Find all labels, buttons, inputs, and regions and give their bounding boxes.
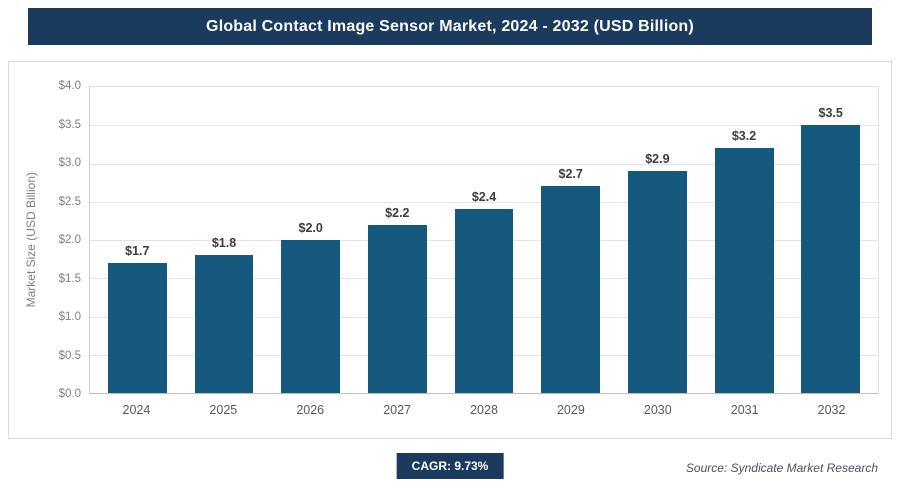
bar-column: $2.2 [354,87,441,393]
bar-column: $2.7 [527,87,614,393]
bar [367,224,427,393]
bar-column: $1.8 [181,87,268,393]
x-tick-label: 2031 [730,403,759,417]
bar-column: $3.5 [787,87,874,393]
y-tick-label: $3.0 [58,157,81,169]
bar [194,255,254,393]
bar-column: $1.7 [94,87,181,393]
x-tick-label: 2030 [643,403,672,417]
y-axis-title: Market Size (USD Billion) [24,172,38,308]
bar [801,125,861,393]
bar-value-label: $3.5 [818,106,843,121]
chart-title-bar: Global Contact Image Sensor Market, 2024… [28,8,872,45]
x-tick-label: 2029 [556,403,585,417]
y-axis-ticks: $0.0 $0.5 $1.0 $1.5 $2.0 $2.5 $3.0 $3.5 $4.0 [43,80,89,400]
bar-value-label: $1.8 [211,236,237,251]
gridline [90,201,878,203]
bar-value-label: $3.2 [731,129,757,144]
gridline [90,125,878,127]
bar-column: $2.0 [267,87,354,393]
x-tick-label: 2028 [470,403,498,417]
cagr-badge: CAGR: 9.73% [396,453,504,479]
bar [281,240,341,393]
bar [541,186,601,393]
y-tick-label: $1.0 [58,311,81,323]
bar-value-label: $2.7 [558,167,583,182]
bar [714,148,774,393]
bar-value-label: $2.4 [471,190,497,205]
x-tick-label: 2032 [817,403,846,417]
bar-column: $2.4 [441,87,528,393]
y-tick-label: $3.5 [58,118,81,131]
y-tick-label: $2.0 [58,234,81,246]
bar-column: $2.9 [614,87,701,393]
chart-panel: Market Size (USD Billion) $0.0 $0.5 $1.0 $1… [8,61,892,439]
x-tick-label: 2025 [209,403,238,417]
source-text: Source: Syndicate Market Research [685,461,878,475]
bar-value-label: $2.9 [645,152,670,167]
bar-value-label: $1.7 [125,243,150,258]
bar [627,171,687,393]
bar-value-label: $2.2 [385,205,410,220]
x-tick-label: 2026 [296,403,325,417]
bars: $1.7 $1.8 $2.0 $2.2 $2.4 $2.7 $2.9 $3.2 $3.5 [90,87,878,393]
plot-area: $1.7 $1.8 $2.0 $2.2 $2.4 $2.7 $2.9 $3.2 $3.5 [89,86,879,394]
y-tick-label: $2.5 [58,195,81,208]
x-tick-label: 2027 [383,403,412,417]
bar-value-label: $2.0 [298,221,323,235]
bar [107,262,167,393]
chart-footer: CAGR: 9.73% Source: Syndicate Market Res… [0,453,900,499]
x-axis-labels: 2024 2025 2026 2027 2028 2029 2030 2031 2032 [89,394,879,438]
bar [454,209,514,393]
y-tick-label: $4.0 [58,80,81,92]
x-tick-label: 2024 [122,403,151,417]
y-tick-label: $1.5 [58,272,81,285]
y-tick-label: $0.5 [58,349,81,362]
chart-title: Global Contact Image Sensor Market, 2024… [206,17,694,35]
y-tick-label: $0.0 [58,388,81,400]
bar-column: $3.2 [701,87,788,393]
gridline [90,163,878,165]
